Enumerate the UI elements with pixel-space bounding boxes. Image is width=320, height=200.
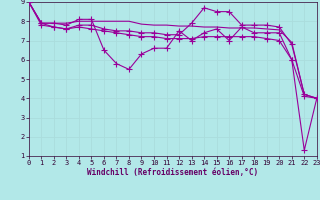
X-axis label: Windchill (Refroidissement éolien,°C): Windchill (Refroidissement éolien,°C) bbox=[87, 168, 258, 177]
